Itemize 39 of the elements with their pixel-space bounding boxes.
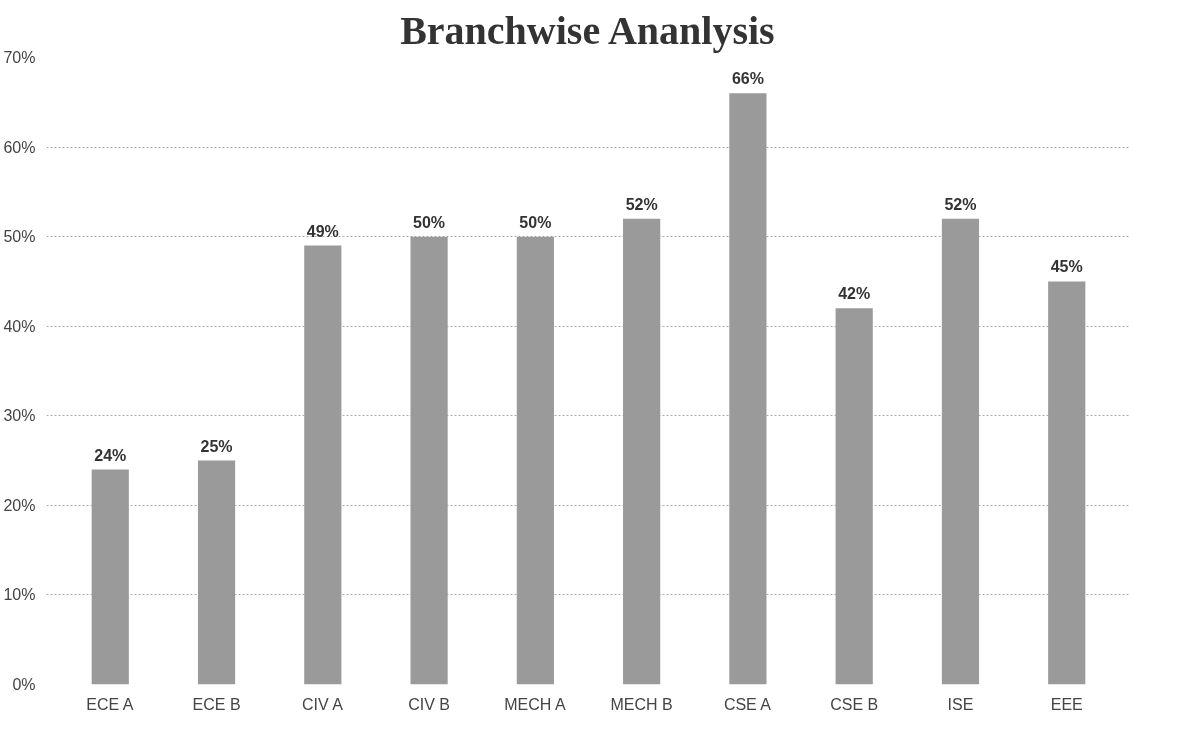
bar xyxy=(941,218,980,685)
data-label: 50% xyxy=(413,213,446,231)
data-label: 42% xyxy=(838,285,871,303)
bar xyxy=(410,236,448,685)
bar xyxy=(516,236,554,685)
x-tick-label: MECH B xyxy=(610,695,673,713)
x-tick-label: CIV A xyxy=(301,695,344,713)
y-tick-label: 60% xyxy=(3,138,36,156)
x-tick-label: CSE B xyxy=(830,695,879,713)
data-label: 45% xyxy=(1050,258,1083,276)
x-tick-label: MECH A xyxy=(504,695,566,713)
y-tick-label: 20% xyxy=(3,496,36,514)
y-tick-label: 50% xyxy=(3,228,36,246)
y-tick-label: 0% xyxy=(12,676,36,693)
data-label: 52% xyxy=(944,195,977,213)
y-tick-label: 70% xyxy=(3,49,36,66)
data-label: 25% xyxy=(200,437,233,455)
bar xyxy=(729,93,767,685)
x-tick-label: CSE A xyxy=(723,695,772,713)
bar xyxy=(835,308,873,685)
y-tick-label: 10% xyxy=(3,586,36,604)
y-tick-label: 30% xyxy=(3,407,36,425)
bar xyxy=(304,245,342,685)
bar xyxy=(197,460,236,685)
x-tick-label: ECE A xyxy=(86,695,134,713)
bar xyxy=(1048,281,1086,685)
y-tick-label: 40% xyxy=(3,317,36,335)
bar xyxy=(91,469,129,685)
data-label: 66% xyxy=(731,70,764,88)
x-tick-label: ECE B xyxy=(192,695,241,713)
x-tick-label: CIV B xyxy=(408,695,450,713)
data-label: 49% xyxy=(306,222,339,240)
data-label: 50% xyxy=(519,213,552,231)
bar xyxy=(623,218,661,685)
data-label: 24% xyxy=(94,446,127,464)
x-tick-label: ISE xyxy=(947,695,974,713)
chart-title: Branchwise Ananlysis xyxy=(400,7,775,53)
x-tick-label: EEE xyxy=(1050,695,1083,713)
data-label: 52% xyxy=(625,195,658,213)
